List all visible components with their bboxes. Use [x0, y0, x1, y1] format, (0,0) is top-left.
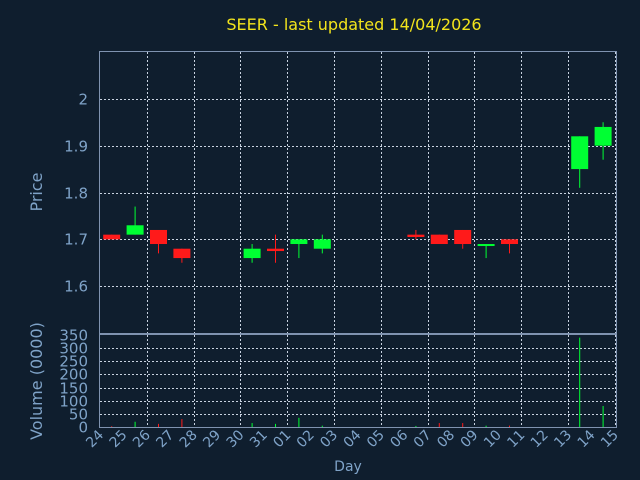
price-y-tick-label: 1.6 — [64, 278, 88, 296]
candle-body — [407, 234, 425, 237]
volume-plot-frame — [99, 334, 617, 428]
candle — [150, 229, 167, 254]
candle — [126, 206, 144, 235]
candle-body — [454, 229, 472, 245]
price-candles — [103, 122, 612, 263]
candle-body — [150, 229, 167, 245]
chart-title: SEER - last updated 14/04/2026 — [226, 15, 481, 34]
candle — [173, 248, 191, 263]
candle-body — [594, 126, 612, 146]
volume-grid — [100, 335, 616, 427]
price-axis-label: Price — [27, 172, 46, 211]
candle — [430, 234, 448, 245]
candle-body — [430, 234, 448, 245]
candle-body — [267, 248, 284, 252]
volume-y-tick-label: 300 — [59, 340, 88, 358]
candle-body — [243, 248, 261, 259]
candle-body — [571, 136, 589, 170]
volume-y-tick-label: 150 — [59, 380, 88, 398]
candle-body — [477, 244, 495, 247]
candle-body — [103, 234, 121, 240]
volume-y-tick-label: 0 — [78, 419, 88, 437]
candle-body — [126, 225, 144, 235]
candle — [243, 244, 261, 263]
price-y-tick-label: 2 — [78, 91, 88, 109]
price-y-tick-label: 1.8 — [64, 185, 88, 203]
price-plot-frame — [99, 51, 617, 334]
candle-body — [313, 239, 331, 249]
candle — [267, 234, 284, 263]
volume-y-tick-label: 100 — [59, 393, 88, 411]
candle-body — [173, 248, 191, 259]
candle — [313, 234, 331, 254]
candle-body — [501, 239, 518, 245]
candle — [594, 122, 612, 160]
volume-bars — [111, 337, 604, 427]
price-grid — [100, 52, 616, 333]
day-x-ticks: 24 25 26 27 28 29 30 31 01 02 03 04 05 06 07 08 09 10 11 12… — [83, 427, 622, 451]
candle — [571, 136, 589, 188]
price-y-tick-label: 1.7 — [64, 231, 88, 249]
volume-y-tick-label: 250 — [59, 353, 88, 371]
x-axis-label: Day — [334, 459, 362, 475]
price-y-tick-label: 1.9 — [64, 138, 88, 156]
volume-y-tick-label: 350 — [59, 327, 88, 345]
volume-y-tick-label: 200 — [59, 366, 88, 384]
price-y-ticks: 1.6 1.7 1.8 1.9 2 — [64, 91, 88, 296]
candle — [501, 239, 518, 254]
candle — [290, 239, 308, 259]
candle — [477, 244, 495, 259]
volume-y-tick-label: 50 — [69, 406, 88, 424]
volume-axis-label: Volume (0000) — [27, 322, 46, 440]
candle-body — [290, 239, 308, 245]
candle — [103, 234, 121, 240]
candle — [454, 229, 472, 249]
candle — [407, 229, 425, 240]
